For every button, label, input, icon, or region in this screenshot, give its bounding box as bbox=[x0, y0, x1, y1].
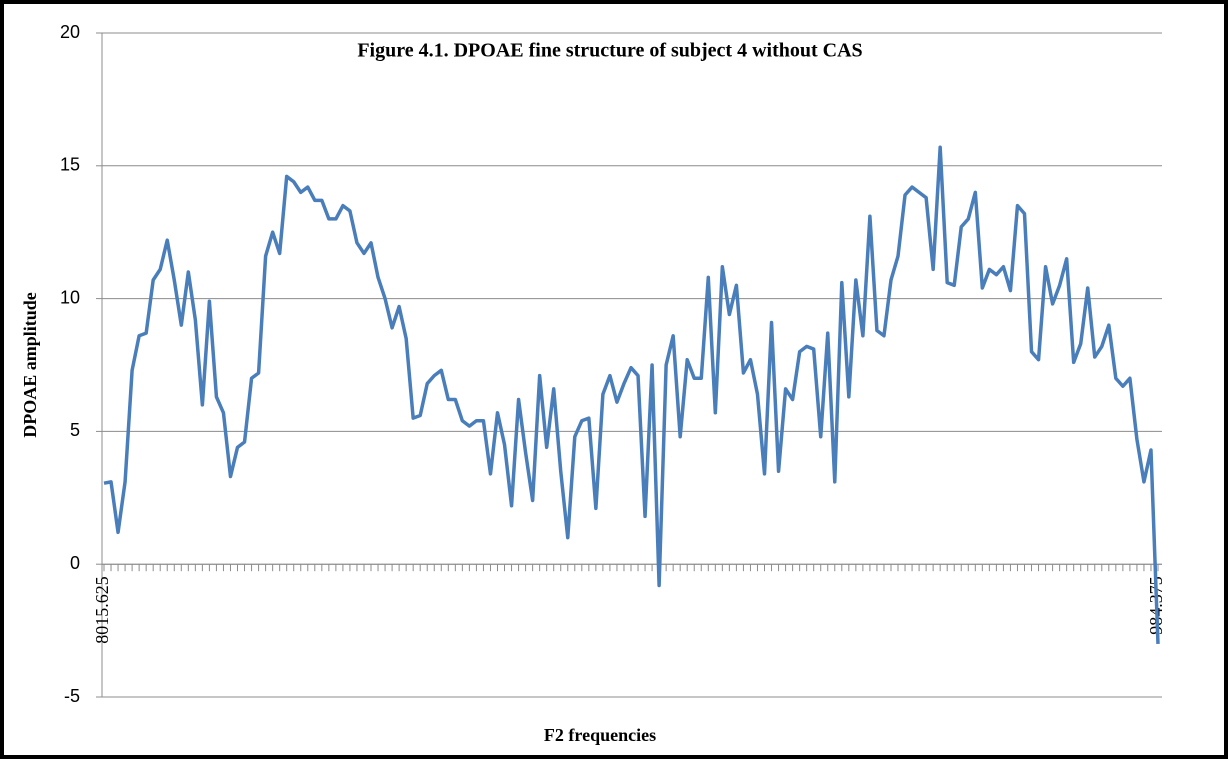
chart-title: Figure 4.1. DPOAE fine structure of subj… bbox=[357, 40, 862, 62]
x-tick-label: 8015.625 bbox=[92, 576, 112, 644]
y-tick-label: 0 bbox=[70, 553, 80, 573]
data-line bbox=[103, 145, 1160, 644]
y-tick-label: 10 bbox=[60, 287, 80, 307]
y-tick-label: 20 bbox=[60, 22, 80, 42]
y-tick-label: 15 bbox=[60, 155, 80, 175]
y-axis-label: DPOAE amplitude bbox=[20, 292, 40, 438]
x-axis-label: F2 frequencies bbox=[544, 725, 656, 745]
y-tick-label: -5 bbox=[64, 686, 80, 706]
y-tick-label: 5 bbox=[70, 420, 80, 440]
